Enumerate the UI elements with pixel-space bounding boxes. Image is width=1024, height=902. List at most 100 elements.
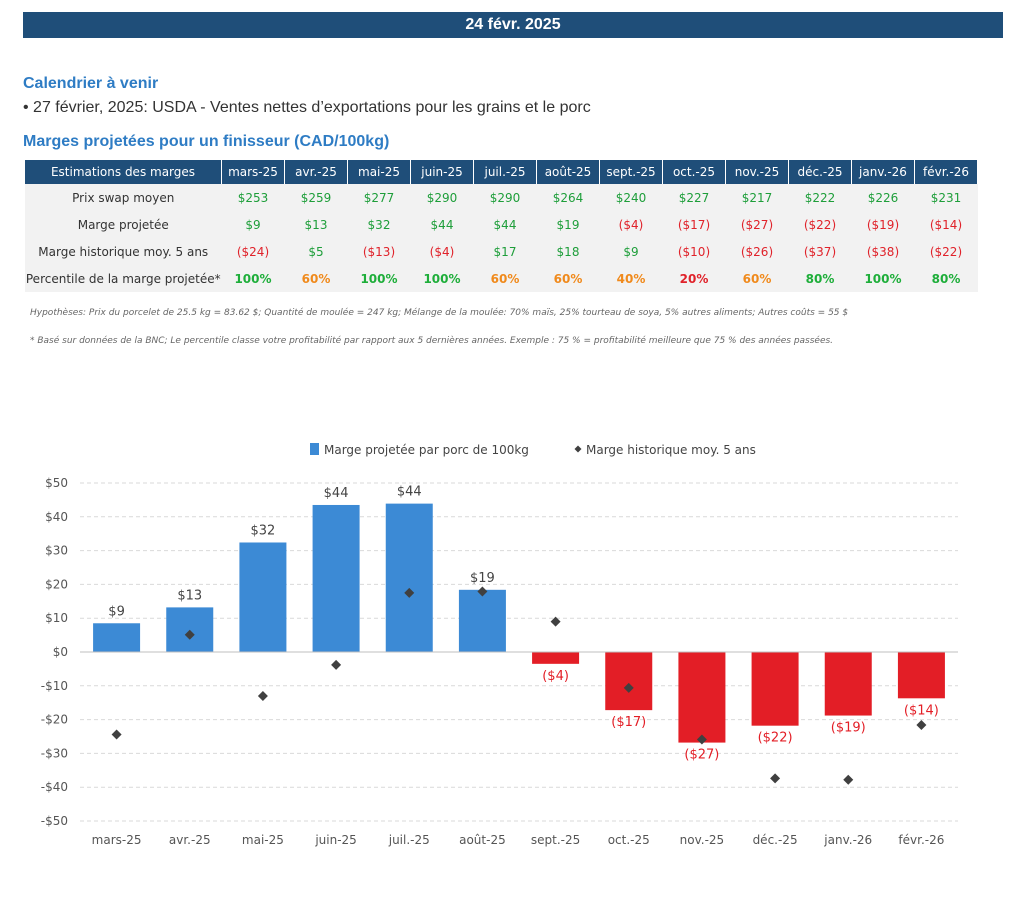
historical-point	[404, 587, 415, 598]
table-header-month: nov.-25	[725, 160, 789, 184]
bar	[239, 542, 287, 652]
table-cell: 20%	[679, 271, 709, 286]
table-header-month: mars-25	[221, 160, 285, 184]
table-header-month: juil.-25	[473, 160, 537, 184]
data-label: ($17)	[611, 715, 646, 730]
bar	[458, 589, 506, 652]
legend-swatch-bar	[310, 443, 319, 455]
historical-point	[843, 774, 854, 785]
table-cell: $13	[304, 217, 328, 232]
table-row: Marge historique moy. 5 ans ($24) $5 ($13) (…	[25, 238, 978, 265]
bar	[93, 623, 141, 652]
table-cell: $259	[300, 190, 332, 205]
table-cell: $227	[678, 190, 710, 205]
table-header-month: déc.-25	[788, 160, 852, 184]
table-header-label: Estimations des marges	[25, 160, 222, 184]
table-cell: $226	[867, 190, 899, 205]
historical-point	[550, 616, 561, 627]
table-cell: $32	[367, 217, 391, 232]
table-cell: ($4)	[429, 244, 455, 259]
historical-point	[623, 682, 634, 693]
table-cell: 100%	[360, 271, 398, 286]
table-cell: $44	[430, 217, 454, 232]
x-tick-label: nov.-25	[680, 833, 725, 847]
footnote: * Basé sur données de la BNC; Le percent…	[30, 336, 834, 346]
y-tick-label: $10	[45, 611, 68, 625]
table-cell: $9	[245, 217, 261, 232]
bar	[166, 607, 214, 652]
table-cell: ($22)	[929, 244, 963, 259]
margins-heading: Marges projetées pour un finisseur (CAD/…	[23, 133, 390, 150]
table-header-month: juin-25	[410, 160, 474, 184]
historical-point	[477, 586, 488, 597]
historical-point	[770, 773, 781, 784]
table-cell: $264	[552, 190, 584, 205]
x-tick-label: janv.-26	[823, 833, 872, 847]
table-header-month: mai-25	[347, 160, 411, 184]
table-cell: $240	[615, 190, 647, 205]
table-cell: 60%	[742, 271, 772, 286]
table-cell: $253	[237, 190, 269, 205]
table-cell: ($14)	[929, 217, 963, 232]
x-tick-label: avr.-25	[169, 833, 211, 847]
data-label: $13	[177, 588, 202, 603]
date-banner: 24 févr. 2025	[23, 12, 1003, 38]
y-tick-label: $30	[45, 544, 68, 558]
x-tick-label: mai-25	[242, 833, 284, 847]
x-tick-label: août-25	[459, 833, 506, 847]
historical-point	[184, 629, 195, 640]
data-label: $44	[324, 486, 349, 501]
margins-table: Estimations des marges mars-25 avr.-25 m…	[25, 160, 978, 292]
table-header-month: août-25	[536, 160, 600, 184]
x-tick-label: mars-25	[92, 833, 142, 847]
table-cell: 100%	[864, 271, 902, 286]
bar	[897, 652, 945, 699]
table-cell: ($26)	[740, 244, 774, 259]
data-label: ($14)	[904, 703, 939, 718]
table-row: Prix swap moyen $253 $259 $277 $290 $290 $264 $…	[25, 184, 978, 211]
table-cell: ($38)	[866, 244, 900, 259]
table-cell: 80%	[805, 271, 835, 286]
row-label: Marge projetée	[77, 217, 169, 232]
data-label: ($19)	[831, 721, 866, 736]
table-cell: 60%	[490, 271, 520, 286]
bar	[824, 652, 872, 716]
table-cell: $277	[363, 190, 395, 205]
x-tick-label: oct.-25	[608, 833, 650, 847]
data-label: $44	[397, 485, 422, 500]
table-cell: ($27)	[740, 217, 774, 232]
table-cell: $217	[741, 190, 773, 205]
calendar-heading: Calendrier à venir	[23, 75, 159, 92]
bar	[312, 504, 360, 652]
historical-point	[331, 659, 342, 670]
table-cell: $222	[804, 190, 836, 205]
data-label: ($27)	[684, 748, 719, 763]
table-cell: 60%	[553, 271, 583, 286]
table-cell: 40%	[616, 271, 646, 286]
table-header-month: sept.-25	[599, 160, 663, 184]
y-tick-label: -$20	[41, 713, 68, 727]
margin-chart: $50 $40 $30 $20 $10 $0 -$10 -$20 -$30 -$40 -$50 $9 $…	[41, 443, 958, 847]
legend-label-bar: Marge projetée par porc de 100kg	[324, 443, 529, 457]
row-label: Prix swap moyen	[72, 190, 175, 205]
table-cell: ($24)	[236, 244, 270, 259]
table-cell: $44	[493, 217, 517, 232]
table-cell: 80%	[931, 271, 961, 286]
historical-point	[696, 734, 707, 745]
y-tick-label: -$30	[41, 746, 68, 760]
y-tick-label: -$40	[41, 780, 68, 794]
table-cell: $19	[556, 217, 580, 232]
y-tick-label: $0	[53, 645, 68, 659]
y-tick-label: -$10	[41, 679, 68, 693]
legend-label-historical: Marge historique moy. 5 ans	[586, 443, 756, 457]
data-label: $9	[108, 604, 125, 619]
x-tick-label: juil.-25	[388, 833, 430, 847]
table-header-month: janv.-26	[851, 160, 915, 184]
calendar-item: • 27 février, 2025: USDA - Ventes nettes…	[23, 99, 591, 116]
table-cell: $5	[308, 244, 324, 259]
table-row: Marge projetée $9 $13 $32 $44 $44 $19 ($4) ($17)…	[25, 211, 978, 238]
table-cell: $290	[489, 190, 521, 205]
y-tick-label: -$50	[41, 814, 68, 828]
table-header-month: févr.-26	[914, 160, 978, 184]
table-cell: ($22)	[803, 217, 837, 232]
